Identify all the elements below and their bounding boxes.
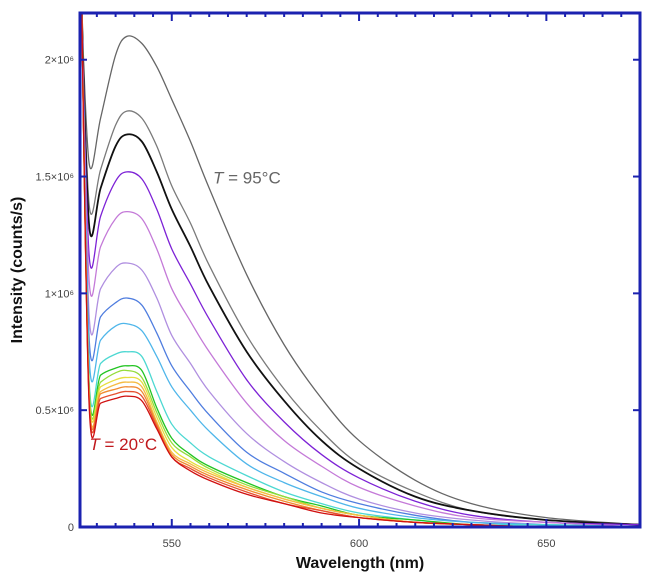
ticks: 550 600 650 0 0.5×10⁶ 1×10⁶ 1.5×10⁶ 2×10⁶ — [36, 13, 641, 550]
y-tick-label: 1×10⁶ — [45, 288, 74, 300]
series-line-13 — [81, 13, 640, 527]
x-axis-title: Wavelength (nm) — [296, 555, 424, 572]
y-tick-label: 0 — [68, 522, 74, 534]
series-line-14 — [81, 13, 640, 527]
x-tick-label: 600 — [350, 538, 368, 550]
series-line-4 — [81, 13, 640, 526]
series-line-2 — [81, 13, 640, 526]
x-tick-label: 650 — [537, 538, 555, 550]
series-line-5 — [81, 13, 640, 527]
series-line-16 — [81, 13, 640, 527]
series-line-12 — [81, 13, 640, 527]
series-layer — [80, 13, 640, 527]
series-line-15 — [81, 13, 640, 527]
series-line-11 — [81, 13, 640, 527]
annotation-95c: T = 95°C — [213, 169, 281, 188]
annotation-20c: T = 20°C — [89, 435, 157, 454]
series-line-1 — [81, 13, 640, 526]
series-line-6 — [81, 13, 640, 527]
annotations: T = 95°C T = 20°C — [89, 169, 280, 454]
series-line-8 — [81, 13, 640, 527]
y-tick-label: 1.5×10⁶ — [36, 172, 74, 184]
y-tick-label: 2×10⁶ — [45, 55, 74, 67]
series-line-10 — [81, 13, 640, 527]
y-tick-label: 0.5×10⁶ — [36, 405, 74, 417]
y-axis-title: Intensity (counts/s) — [9, 197, 26, 344]
x-tick-label: 550 — [163, 538, 181, 550]
series-line-7 — [81, 13, 640, 527]
series-line-9 — [81, 13, 640, 527]
series-line-3 — [80, 13, 640, 526]
